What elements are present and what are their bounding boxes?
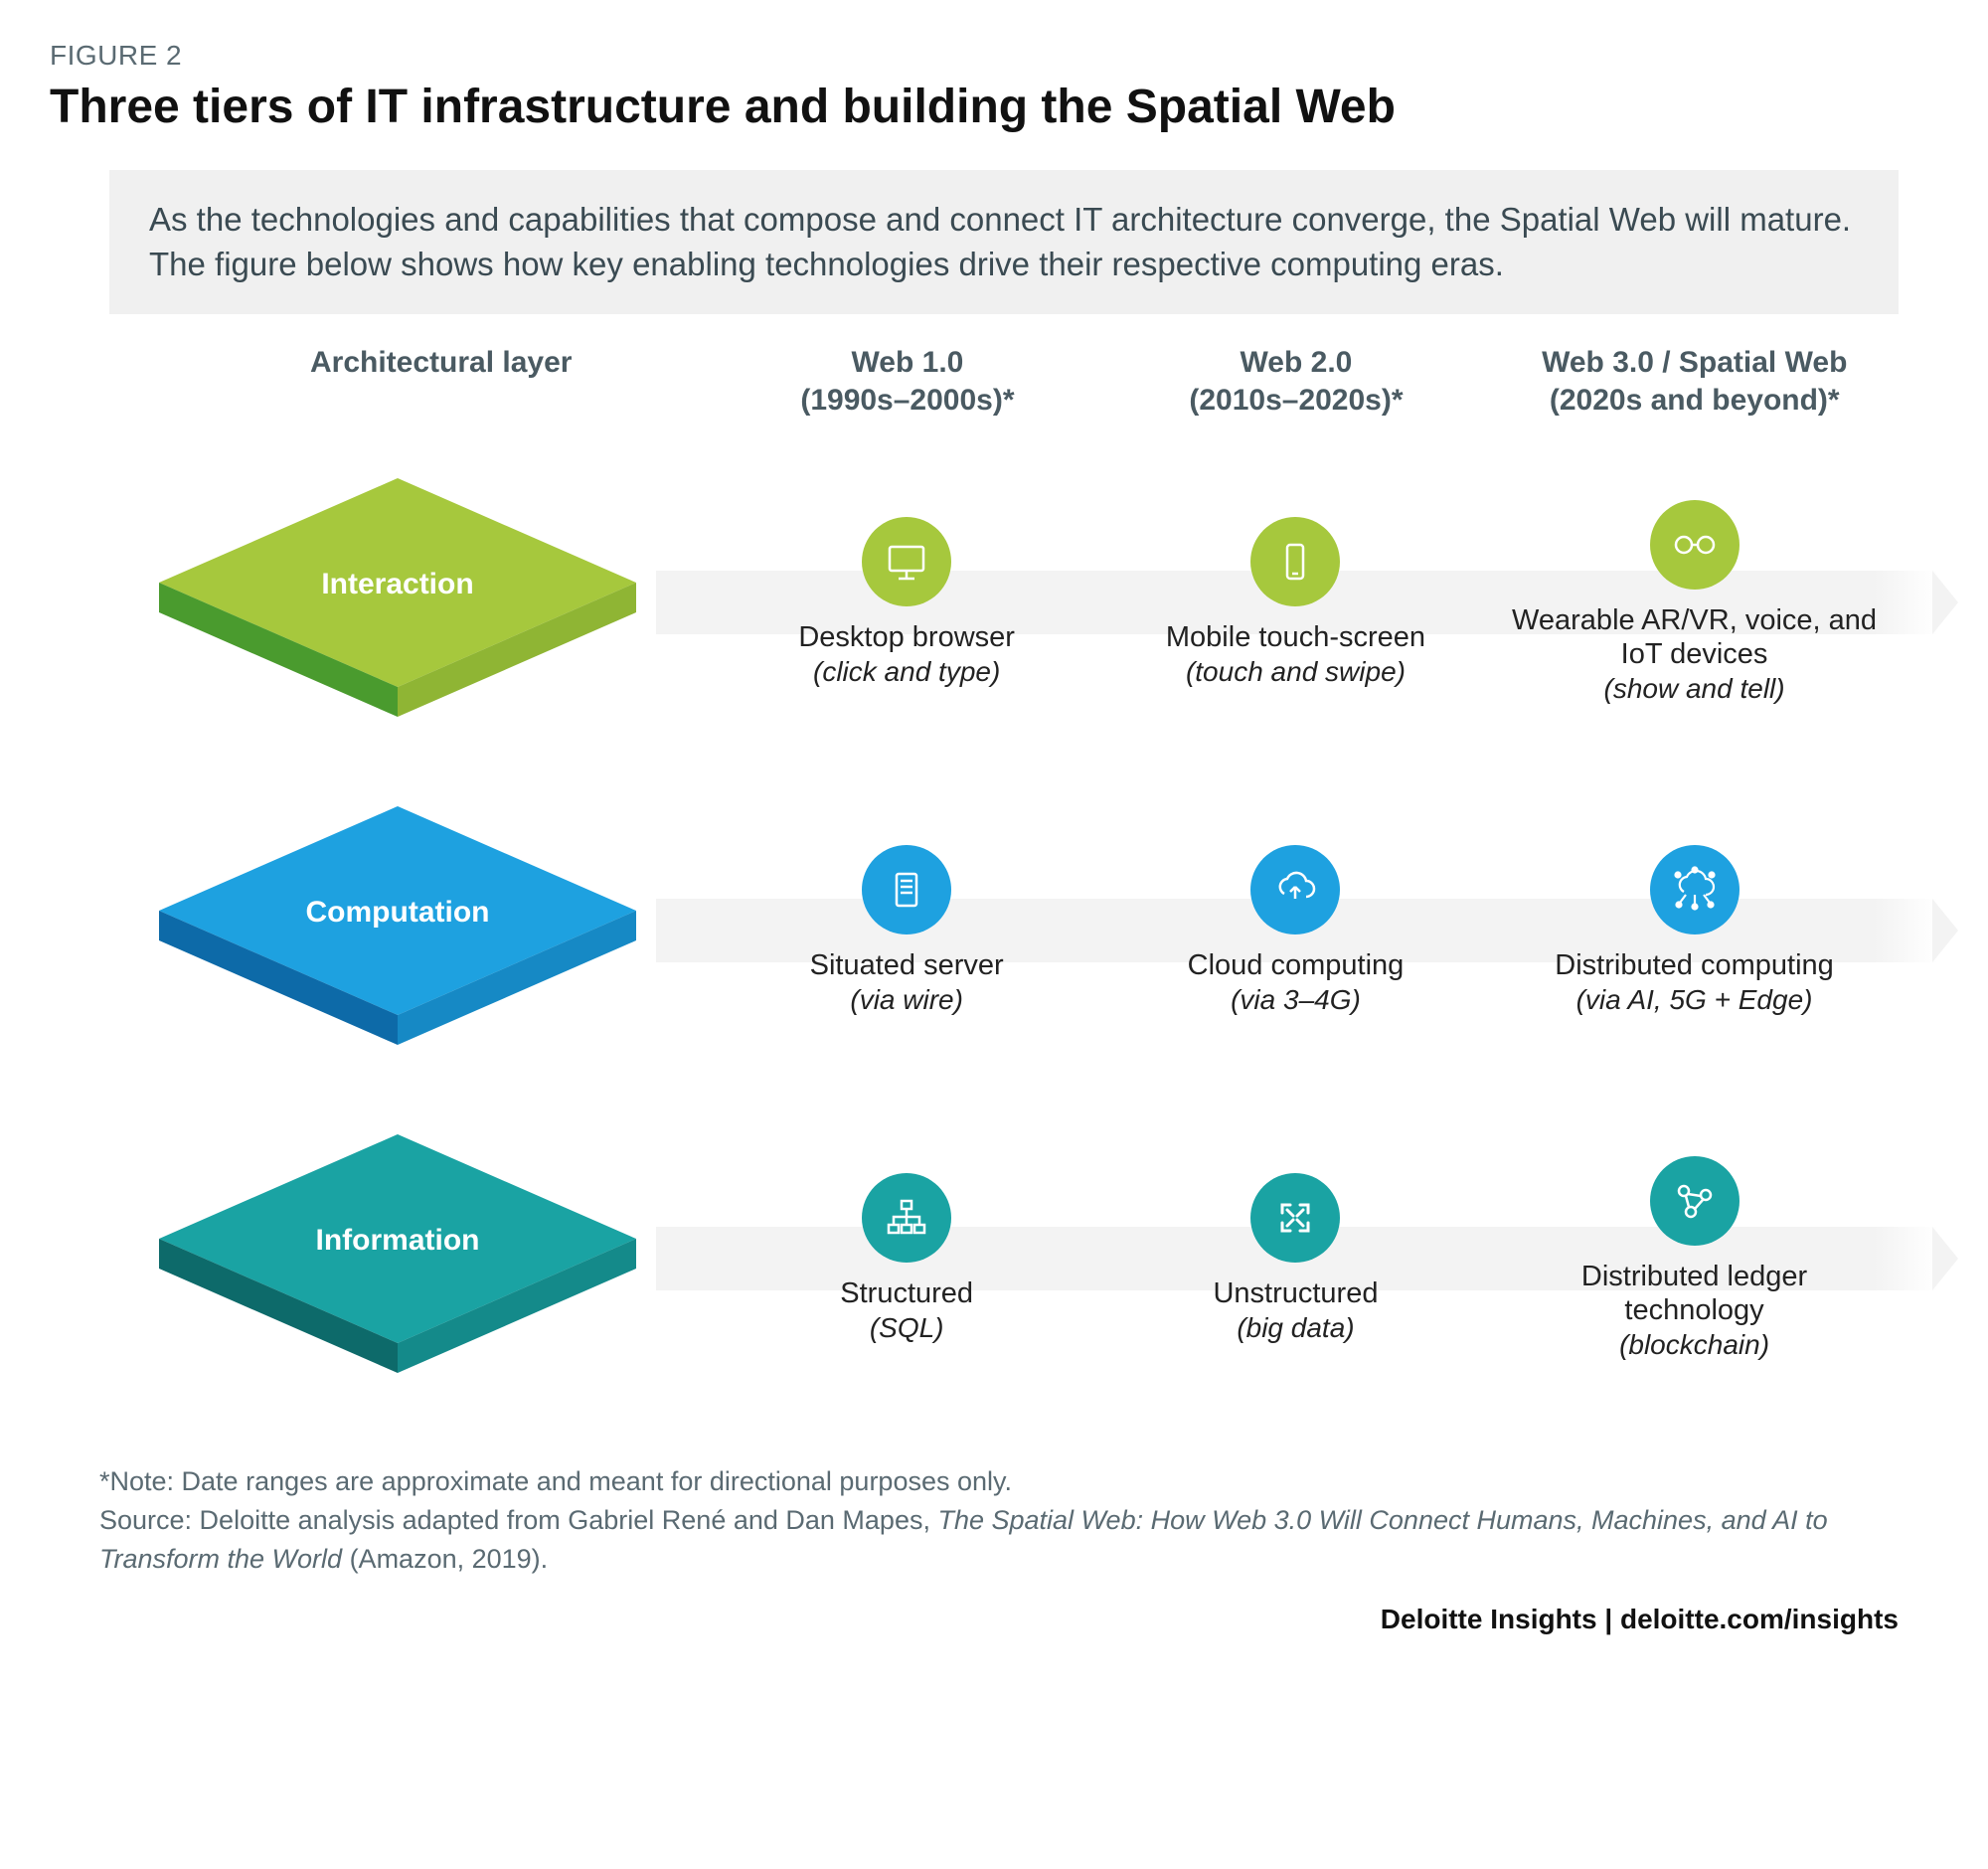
cell-label: Unstructured: [1101, 1276, 1490, 1311]
tier-label-interaction: Interaction: [298, 568, 497, 601]
tier-label-information: Information: [298, 1224, 497, 1258]
tier-label-computation: Computation: [298, 896, 497, 930]
cell-sub: (blockchain): [1490, 1328, 1899, 1362]
cell-interaction-web2: Mobile touch-screen (touch and swipe): [1101, 517, 1490, 688]
header-web3-title: Web 3.0 / Spatial Web: [1542, 346, 1847, 379]
infographic-grid: Architectural layer Web 1.0 (1990s–2000s…: [109, 344, 1899, 1423]
header-web1-title: Web 1.0: [852, 346, 964, 379]
header-web2-sub: (2010s–2020s)*: [1189, 384, 1403, 417]
header-web1: Web 1.0 (1990s–2000s)*: [713, 344, 1101, 419]
cell-information-web1: Structured (SQL): [713, 1173, 1101, 1344]
header-web2-title: Web 2.0: [1241, 346, 1353, 379]
footnotes: *Note: Date ranges are approximate and m…: [99, 1462, 1899, 1579]
cell-label: Situated server: [713, 948, 1101, 983]
cell-label: Desktop browser: [713, 620, 1101, 655]
layer-diamond-information: Information: [109, 1095, 713, 1423]
cell-sub: (via wire): [713, 983, 1101, 1017]
credit-line: Deloitte Insights | deloitte.com/insight…: [50, 1604, 1899, 1635]
cell-interaction-web1: Desktop browser (click and type): [713, 517, 1101, 688]
cell-sub: (touch and swipe): [1101, 655, 1490, 689]
cell-computation-web3: Distributed computing (via AI, 5G + Edge…: [1490, 845, 1899, 1016]
source-pre: Source: Deloitte analysis adapted from G…: [99, 1505, 937, 1535]
intro-box: As the technologies and capabilities tha…: [109, 170, 1899, 314]
cell-sub: (via AI, 5G + Edge): [1490, 983, 1899, 1017]
tier-row-interaction: Interaction Desktop browser (click and t…: [109, 438, 1899, 766]
tier-row-computation: Computation Situated server (via wire) C…: [109, 766, 1899, 1095]
column-headers: Architectural layer Web 1.0 (1990s–2000s…: [109, 344, 1899, 419]
cell-label: Mobile touch-screen: [1101, 620, 1490, 655]
layer-diamond-interaction: Interaction: [109, 438, 713, 766]
cell-computation-web1: Situated server (via wire): [713, 845, 1101, 1016]
header-web1-sub: (1990s–2000s)*: [800, 384, 1014, 417]
cell-label: Structured: [713, 1276, 1101, 1311]
glasses-icon: [1650, 500, 1740, 590]
cell-sub: (show and tell): [1490, 672, 1899, 706]
tier-row-information: Information Structured (SQL) Unstructure…: [109, 1095, 1899, 1423]
cell-information-web3: Distributed ledger technology (blockchai…: [1490, 1156, 1899, 1362]
footnote-source: Source: Deloitte analysis adapted from G…: [99, 1501, 1899, 1579]
cell-information-web2: Unstructured (big data): [1101, 1173, 1490, 1344]
cell-label: Cloud computing: [1101, 948, 1490, 983]
cell-label: Distributed computing: [1490, 948, 1899, 983]
cell-interaction-web3: Wearable AR/VR, voice, and IoT devices (…: [1490, 500, 1899, 706]
cell-sub: (SQL): [713, 1311, 1101, 1345]
monitor-icon: [862, 517, 951, 606]
header-web3: Web 3.0 / Spatial Web (2020s and beyond)…: [1490, 344, 1899, 419]
cell-computation-web2: Cloud computing (via 3–4G): [1101, 845, 1490, 1016]
cell-label: Distributed ledger technology: [1490, 1260, 1899, 1329]
cell-sub: (big data): [1101, 1311, 1490, 1345]
cell-label: Wearable AR/VR, voice, and IoT devices: [1490, 603, 1899, 673]
header-architectural-layer: Architectural layer: [109, 344, 713, 382]
source-post: (Amazon, 2019).: [342, 1544, 548, 1574]
header-web2: Web 2.0 (2010s–2020s)*: [1101, 344, 1490, 419]
footnote-note: *Note: Date ranges are approximate and m…: [99, 1462, 1899, 1501]
cell-sub: (click and type): [713, 655, 1101, 689]
hierarchy-icon: [862, 1173, 951, 1263]
figure-label: FIGURE 2: [50, 40, 1938, 72]
phone-icon: [1250, 517, 1340, 606]
layer-diamond-computation: Computation: [109, 766, 713, 1095]
cell-sub: (via 3–4G): [1101, 983, 1490, 1017]
figure-title: Three tiers of IT infrastructure and bui…: [50, 80, 1938, 134]
network-icon: [1650, 1156, 1740, 1246]
cloud-upload-icon: [1250, 845, 1340, 934]
header-web3-sub: (2020s and beyond)*: [1550, 384, 1840, 417]
server-icon: [862, 845, 951, 934]
expand-icon: [1250, 1173, 1340, 1263]
cloud-network-icon: [1650, 845, 1740, 934]
